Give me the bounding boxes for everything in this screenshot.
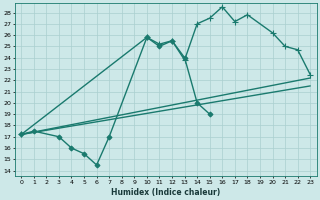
X-axis label: Humidex (Indice chaleur): Humidex (Indice chaleur) — [111, 188, 220, 197]
